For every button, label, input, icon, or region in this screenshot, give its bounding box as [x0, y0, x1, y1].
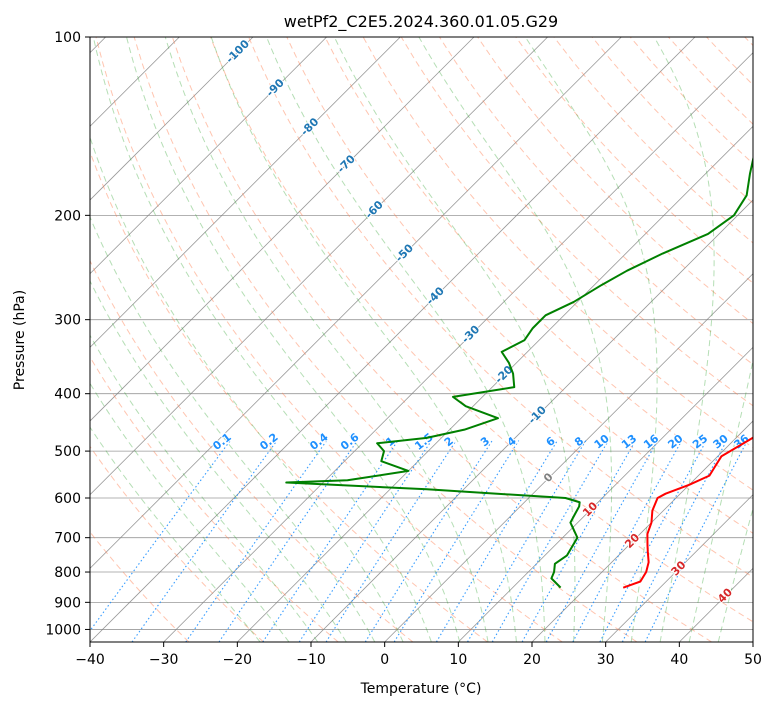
- moist-adiabat-line: [90, 135, 404, 642]
- mixing-ratio-line: [435, 440, 558, 642]
- mixing-ratio-line: [262, 440, 399, 642]
- moist-adiabat-line: [717, 506, 753, 642]
- dry-adiabat-line: [90, 445, 264, 642]
- x-tick-label: 40: [670, 652, 688, 668]
- mixing-ratio-line: [131, 440, 278, 642]
- series-layer: [285, 155, 753, 589]
- mixing-ratio-line: [467, 440, 587, 642]
- x-tick-label: −40: [75, 652, 105, 668]
- x-tick-label: 50: [744, 652, 762, 668]
- moist-adiabat-line: [164, 37, 489, 642]
- y-axis-label: Pressure (hPa): [12, 290, 28, 390]
- mixing-ratio-line: [218, 440, 358, 642]
- moist-adiabat-line: [333, 37, 576, 642]
- mixing-ratio-line: [185, 440, 328, 642]
- moist-adiabat-line: [653, 37, 715, 642]
- x-tick-label: 30: [597, 652, 615, 668]
- x-axis-label: Temperature (°C): [360, 681, 482, 697]
- tick-layer: −40 −30 −20 −10 0 10 20 30 40 50 100 200 300 400 500 60…: [45, 30, 762, 668]
- mixing-ratio-line: [90, 440, 231, 632]
- isotherm-line: [90, 37, 622, 569]
- moist-adiabat-line: [90, 215, 376, 642]
- mixing-ratio-line: [325, 440, 457, 642]
- y-tick-label: 600: [54, 491, 81, 507]
- y-tick-label: 700: [54, 531, 81, 547]
- mixing-ratio-line: [545, 440, 659, 642]
- dry-adiabat-line: [515, 37, 753, 284]
- moist-adiabat-line: [92, 37, 432, 642]
- y-tick-label: 100: [54, 30, 81, 46]
- dry-adiabat-line: [210, 37, 753, 623]
- isotherm-line: [90, 37, 696, 642]
- dry-adiabat-line: [171, 37, 712, 642]
- isotherm-line: [384, 273, 753, 642]
- dry-adiabat-line: [95, 37, 563, 642]
- isotherm-line: [310, 199, 753, 642]
- isotherm-line: [458, 346, 753, 642]
- y-tick-label: 200: [54, 208, 81, 224]
- x-tick-label: 10: [449, 652, 467, 668]
- isotherm-line: [237, 125, 753, 642]
- moist-adiabat-line: [418, 37, 613, 642]
- temperature-profile-line: [622, 436, 753, 589]
- y-tick-label: 400: [54, 387, 81, 403]
- moist-adiabat-line: [524, 37, 658, 642]
- mixing-ratio-line: [572, 440, 683, 642]
- moist-adiabat-line: [90, 382, 290, 642]
- dry-adiabat-line: [248, 37, 753, 578]
- y-tick-label: 800: [54, 565, 81, 581]
- isotherm-line: [163, 52, 753, 642]
- dewpoint-profile-line: [285, 155, 753, 589]
- isotherm-line: [531, 420, 753, 642]
- x-tick-label: −30: [149, 652, 179, 668]
- moist-adiabat-line: [266, 37, 546, 642]
- x-tick-label: −10: [296, 652, 326, 668]
- x-tick-label: 0: [380, 652, 389, 668]
- mixing-ratio-line: [521, 440, 637, 642]
- y-tick-label: 900: [54, 595, 81, 611]
- moist-adiabat-line: [90, 426, 261, 642]
- mixing-ratio-line: [393, 440, 520, 642]
- isotherm-line: [90, 37, 475, 422]
- mixing-ratio-line: [644, 440, 748, 642]
- y-tick-label: 1000: [45, 622, 81, 638]
- moist-adiabat-line: [90, 334, 319, 642]
- x-tick-label: 20: [523, 652, 541, 668]
- x-tick-label: −20: [223, 652, 253, 668]
- isotherm-line: [90, 37, 401, 348]
- moist-adiabat-line: [210, 37, 517, 642]
- mixing-ratio-line: [364, 440, 493, 642]
- isotherm-line: [605, 494, 753, 642]
- isotherm-line: [90, 37, 254, 201]
- y-tick-label: 300: [54, 313, 81, 329]
- chart-title: wetPf2_C2E5.2024.360.01.05.G29: [284, 12, 558, 32]
- moist-adiabat-line: [688, 358, 753, 642]
- isotherm-line: [90, 37, 327, 275]
- y-tick-label: 500: [54, 444, 81, 460]
- plot-background: [90, 37, 753, 642]
- dry-adiabat-line: [90, 259, 414, 642]
- plot-frame: [89, 36, 754, 643]
- isotherm-line: [90, 37, 548, 496]
- dry-adiabat-line: [90, 356, 339, 642]
- dry-adiabat-line: [133, 37, 638, 642]
- dry-adiabat-line: [324, 37, 753, 491]
